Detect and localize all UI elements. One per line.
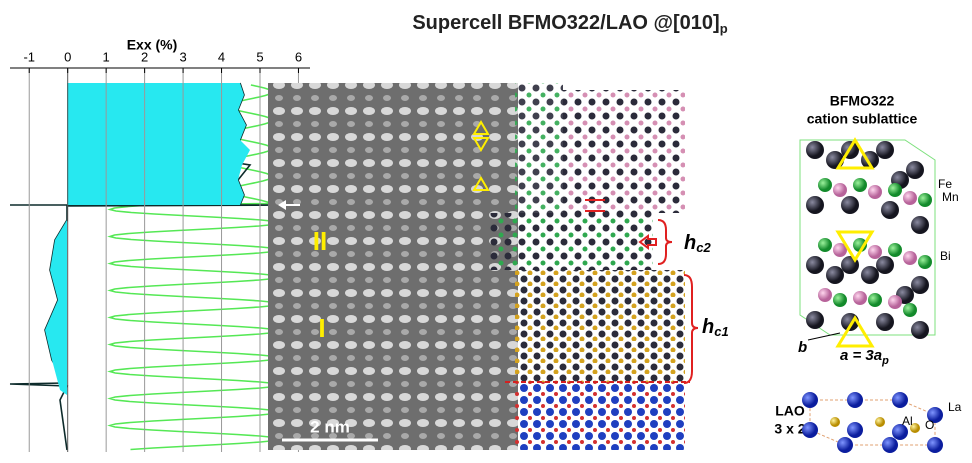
figure: Supercell BFMO322/LAO @[010]p Exx (%) -1… — [0, 0, 972, 458]
interface-label: hc1 — [702, 316, 729, 339]
la-atom — [837, 437, 853, 453]
scale-bar-label: 2 nm — [310, 417, 350, 436]
la-atom — [927, 437, 943, 453]
axis-arrow — [808, 333, 840, 340]
model-title: cation sublattice — [807, 111, 918, 127]
mn-atom — [833, 183, 847, 197]
mn-atom — [903, 191, 917, 205]
bi-atom — [911, 321, 929, 339]
model-title: 3 x 2 — [774, 421, 805, 437]
overlay-top — [515, 83, 563, 213]
bi-atom — [911, 216, 929, 234]
bi-atom — [861, 266, 879, 284]
bi-atom — [806, 141, 824, 159]
x-tick-label: 1 — [103, 49, 110, 64]
x-tick-label: 6 — [295, 49, 302, 64]
mn-atom — [818, 288, 832, 302]
symbol: h — [702, 316, 714, 338]
bi-atom — [876, 313, 894, 331]
cell — [810, 400, 935, 445]
fe-atom — [818, 178, 832, 192]
x-tick-label: 5 — [256, 49, 263, 64]
bi-atom — [876, 141, 894, 159]
mn-atom — [903, 251, 917, 265]
subscript: c1 — [714, 324, 728, 339]
mn-atom — [853, 291, 867, 305]
bfmo-model — [800, 140, 935, 346]
strain-area — [67, 83, 250, 205]
axis-a-text: a = 3a — [840, 347, 882, 364]
bi-atom — [911, 276, 929, 294]
al-atom — [875, 417, 885, 427]
model-title: LAO — [775, 403, 805, 419]
fe-atom — [868, 293, 882, 307]
fe-atom — [853, 178, 867, 192]
la-atom — [847, 392, 863, 408]
la-atom — [892, 392, 908, 408]
title-subscript: p — [720, 21, 728, 36]
fe-atom — [918, 255, 932, 269]
atom-label: Mn — [942, 190, 959, 204]
fe-atom — [818, 238, 832, 252]
atom-label: Fe — [938, 177, 952, 191]
atom-label: La — [948, 400, 962, 414]
region-label: II — [313, 226, 327, 256]
bi-atom — [806, 256, 824, 274]
strain-plot: Exx (%) -1 0 1 2 3 4 5 6 — [10, 37, 310, 452]
fe-atom — [833, 293, 847, 307]
lao-model — [802, 392, 943, 453]
al-atom — [830, 417, 840, 427]
mn-atom — [888, 295, 902, 309]
bi-atom — [876, 256, 894, 274]
atom-label: O — [925, 418, 934, 432]
axis-a-subscript: p — [881, 355, 889, 367]
x-tick-label: 0 — [64, 49, 71, 64]
bi-atom — [881, 201, 899, 219]
region-label: I — [318, 313, 325, 343]
axis-a: a = 3ap — [840, 347, 889, 367]
fe-atom — [888, 183, 902, 197]
model-low — [563, 382, 685, 450]
mn-atom — [868, 245, 882, 259]
la-atom — [802, 422, 818, 438]
overlay-step — [490, 213, 563, 270]
x-tick-label: 3 — [179, 49, 186, 64]
model-mid — [563, 270, 685, 382]
fe-atom — [888, 243, 902, 257]
symbol: h — [684, 232, 696, 254]
overlay-low — [515, 382, 563, 450]
bi-atom — [906, 161, 924, 179]
fe-atom — [918, 193, 932, 207]
fe-atom — [903, 303, 917, 317]
bi-atom — [826, 266, 844, 284]
x-tick-label: 2 — [141, 49, 148, 64]
x-tick-label: -1 — [23, 49, 35, 64]
title-text: Supercell BFMO322/LAO @[010] — [412, 12, 719, 34]
strain-area-lower — [45, 220, 67, 395]
la-atom — [847, 422, 863, 438]
atom-label: Bi — [940, 249, 951, 263]
subscript: c2 — [696, 240, 711, 255]
axis-b: b — [798, 339, 807, 356]
overlay-mid — [515, 270, 563, 382]
la-atom — [802, 392, 818, 408]
atom-label: Al — [902, 414, 913, 428]
x-tick-label: 4 — [218, 49, 225, 64]
axis-label: Exx (%) — [127, 37, 178, 53]
model-top — [563, 90, 685, 213]
figure-title: Supercell BFMO322/LAO @[010]p — [412, 12, 727, 36]
interface-label: hc2 — [684, 232, 711, 255]
bi-atom — [806, 196, 824, 214]
bi-atom — [806, 311, 824, 329]
model-title: BFMO322 — [830, 93, 895, 109]
bi-atom — [841, 196, 859, 214]
mn-atom — [868, 185, 882, 199]
la-atom — [882, 437, 898, 453]
